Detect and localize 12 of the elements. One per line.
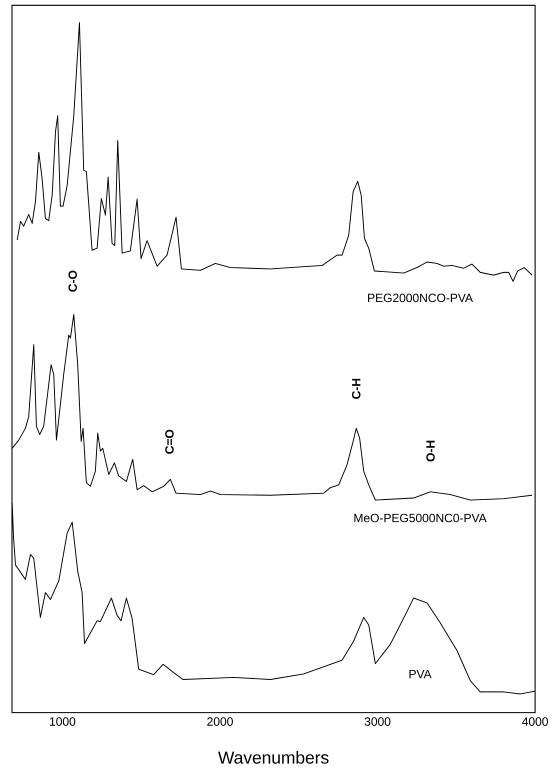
x-tick-label: 4000 bbox=[522, 717, 548, 726]
annotation: C-H bbox=[352, 378, 361, 399]
annotation: C-O bbox=[68, 270, 78, 292]
annotation: O-H bbox=[426, 440, 435, 462]
x-tick-label: 2000 bbox=[207, 717, 233, 726]
x-tick-label: 3000 bbox=[364, 717, 391, 726]
annotation: C=O bbox=[165, 430, 174, 454]
text: PVA bbox=[410, 670, 432, 678]
x-tick-label: 1000 bbox=[50, 717, 76, 726]
series-label: PEG2000NCO-PVA bbox=[368, 294, 474, 302]
series-label: MeO-PEG5000NC0-PVA bbox=[354, 514, 487, 522]
x-axis-title: Wavenumbers bbox=[218, 750, 329, 764]
